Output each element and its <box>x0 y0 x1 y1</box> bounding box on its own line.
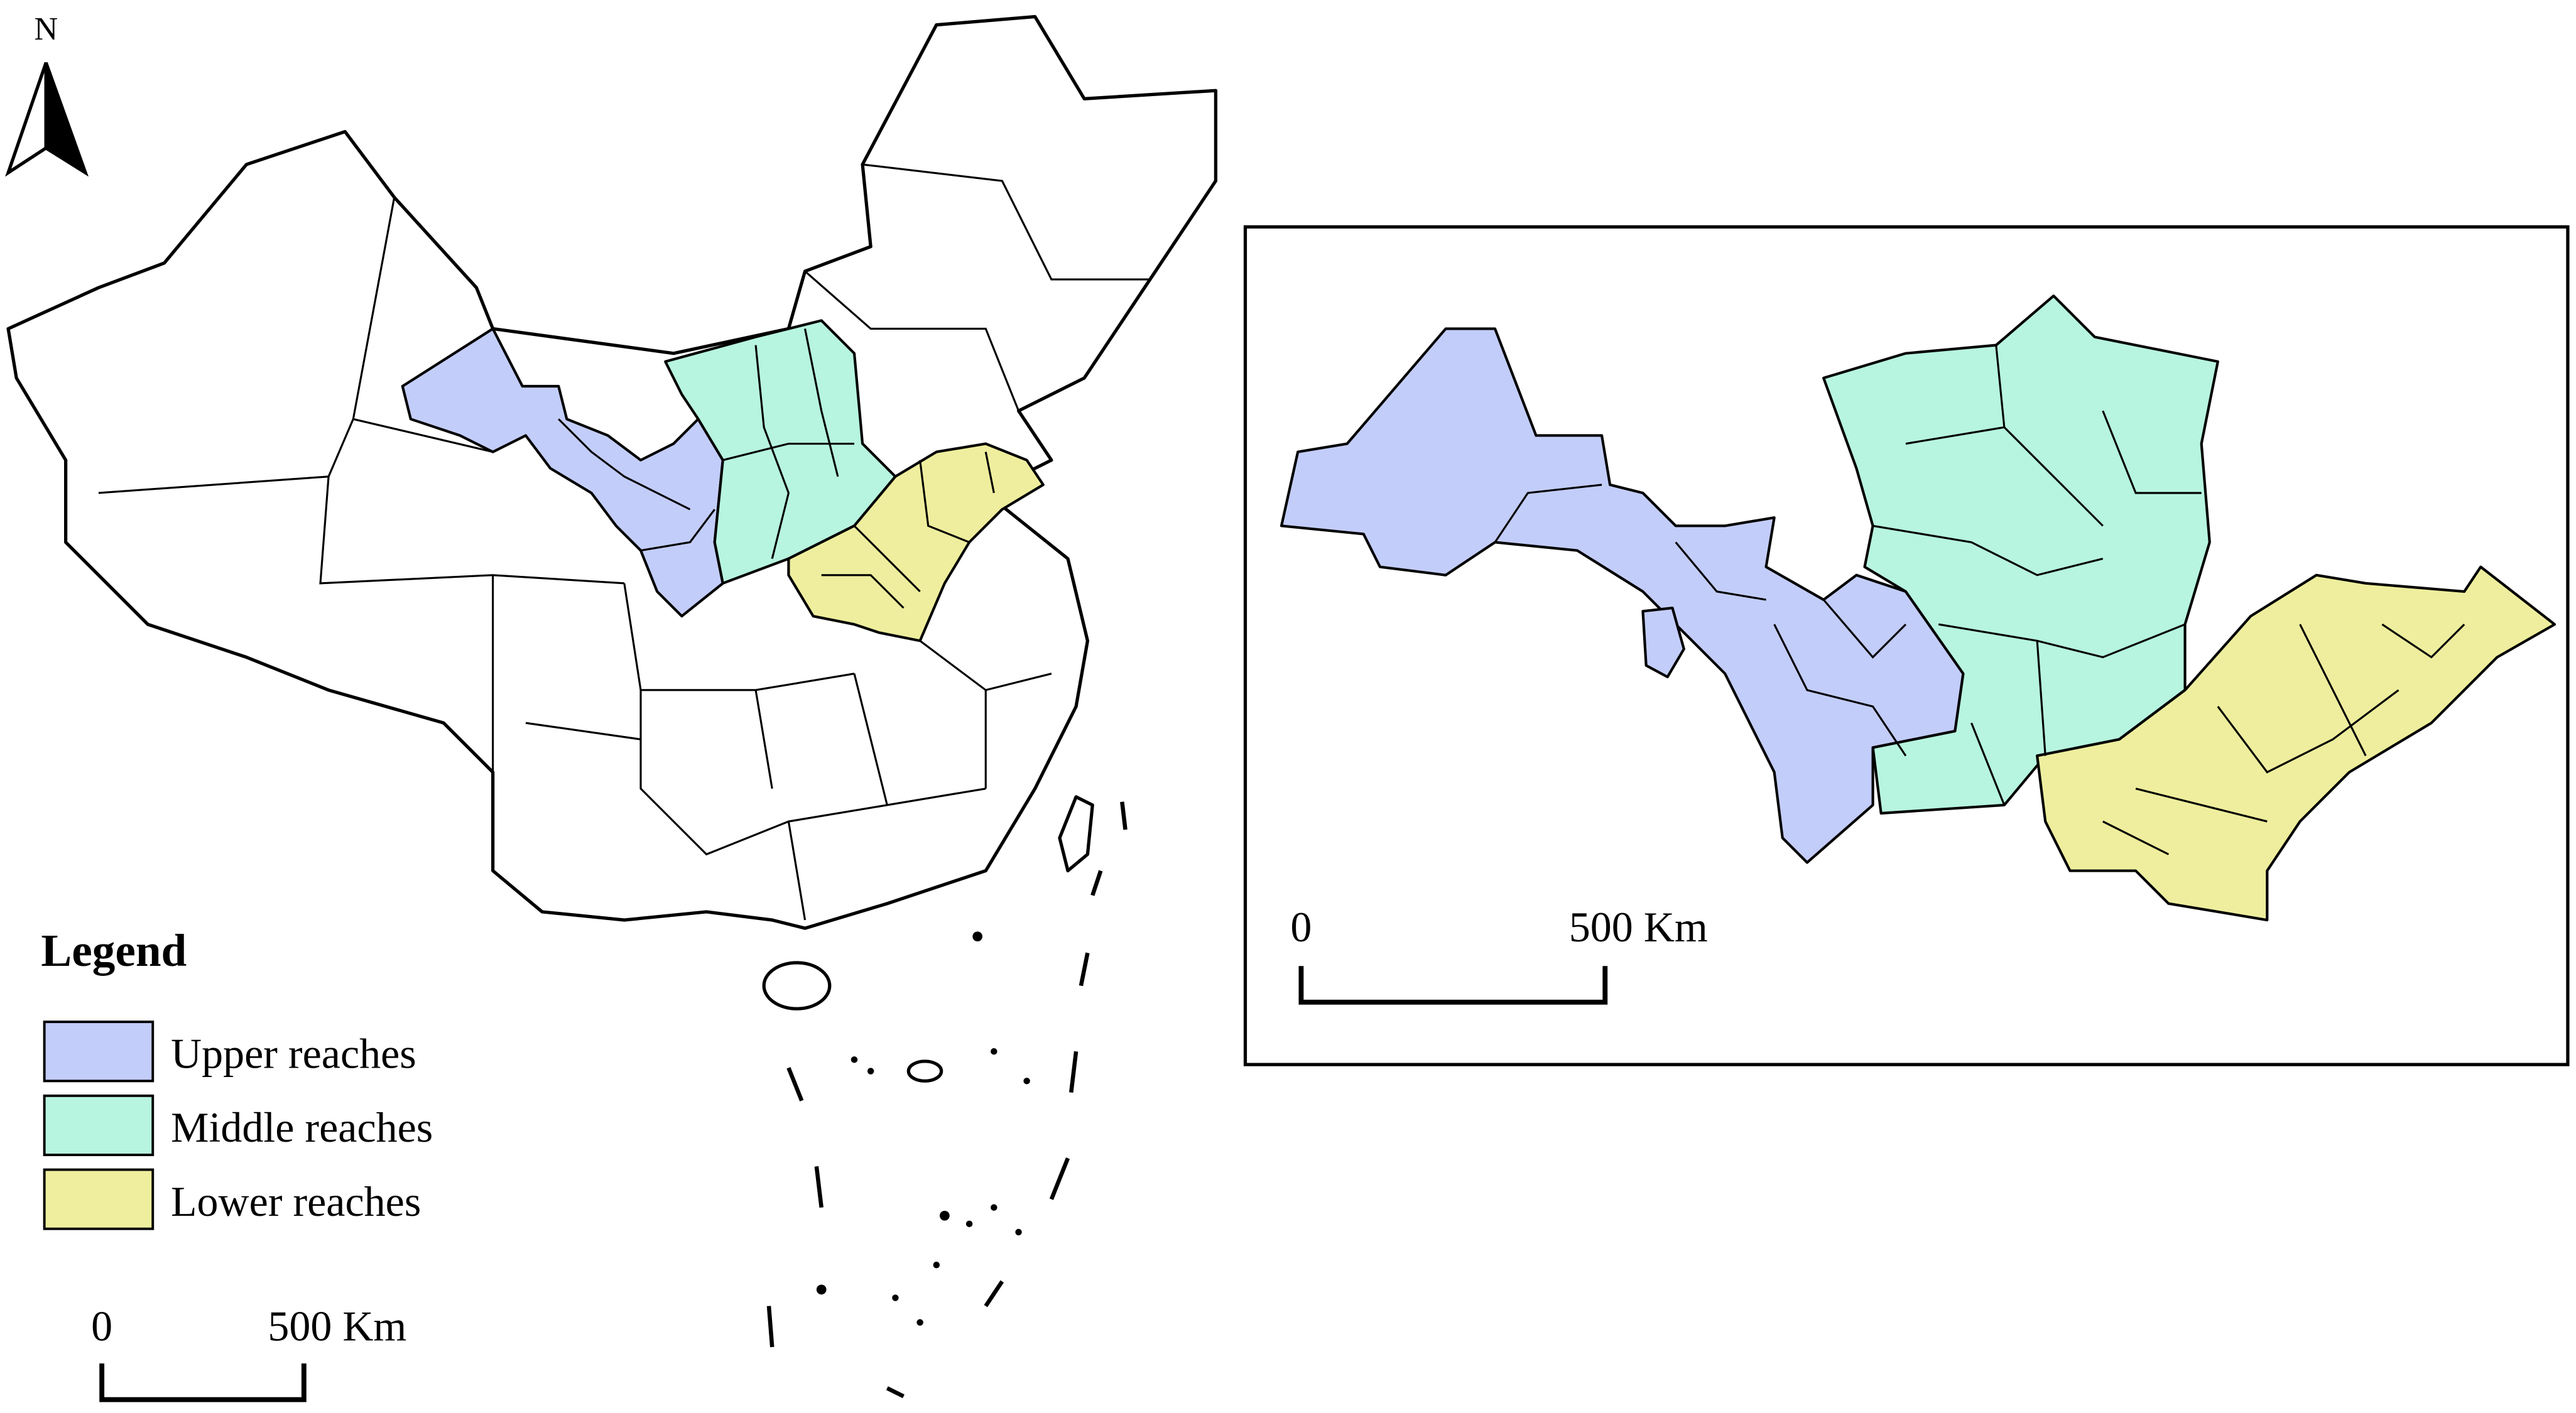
scale-line <box>99 1363 307 1402</box>
city-borders <box>558 328 995 609</box>
island <box>940 1210 950 1221</box>
inset-region-lower <box>2036 565 2557 922</box>
legend-label: Upper reaches <box>171 1029 416 1077</box>
arrow-right <box>44 62 89 177</box>
main-map <box>6 14 1218 1399</box>
island <box>851 1056 858 1063</box>
island <box>972 931 983 942</box>
island <box>991 1048 997 1055</box>
islands <box>816 931 1030 1326</box>
legend-items: Upper reaches Middle reaches Lower reaches <box>43 1020 433 1230</box>
island <box>906 1059 943 1083</box>
north-arrow: N <box>5 11 89 177</box>
inset-scale-start: 0 <box>1290 903 1312 951</box>
inset-scale-line <box>1298 966 1608 1005</box>
island <box>816 1284 827 1295</box>
island <box>933 1262 940 1269</box>
legend-label: Lower reaches <box>171 1178 421 1225</box>
legend: Legend Upper reaches Middle reaches Lower … <box>41 925 433 1230</box>
inset-island-upper <box>1641 606 1685 679</box>
legend-title: Legend <box>41 925 187 976</box>
north-label: N <box>34 11 58 47</box>
legend-swatch <box>43 1020 155 1083</box>
island <box>1015 1228 1022 1236</box>
province-borders <box>98 131 1150 921</box>
island <box>916 1319 923 1326</box>
inset-map: 0 500 Km <box>1243 225 2570 1066</box>
legend-swatch <box>43 1168 155 1230</box>
legend-swatch <box>43 1094 155 1156</box>
scale-end: 500 Km <box>268 1302 406 1350</box>
island <box>991 1204 997 1211</box>
region-lower <box>787 442 1045 642</box>
inset-city-borders <box>1494 345 2465 855</box>
island-hainan <box>762 961 832 1010</box>
scale-start: 0 <box>91 1302 112 1350</box>
island <box>867 1068 874 1075</box>
island-taiwan <box>1058 795 1094 873</box>
island <box>1023 1078 1030 1085</box>
island <box>892 1294 899 1301</box>
arrow-left <box>5 62 48 177</box>
scale-bar: 0 500 Km <box>91 1302 406 1402</box>
inset-scale-end: 500 Km <box>1569 903 1708 951</box>
legend-label: Middle reaches <box>171 1103 433 1151</box>
island <box>965 1220 973 1228</box>
maritime-dashes <box>766 801 1128 1399</box>
